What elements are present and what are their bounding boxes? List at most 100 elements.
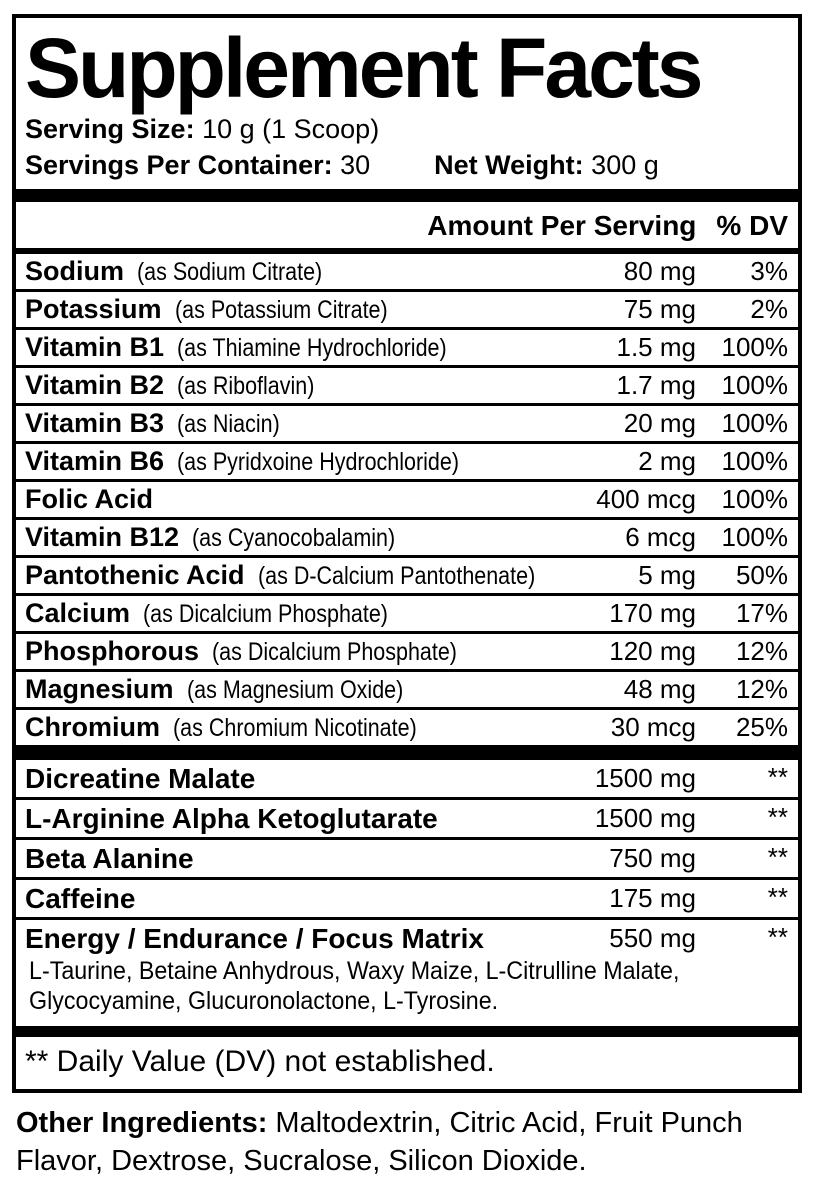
servings-per-container-label: Servings Per Container:	[25, 149, 333, 180]
nutrient-row: Chromium (as Chromium Nicotinate) 30 mcg…	[16, 710, 798, 745]
nutrient-amount: 400 mcg	[596, 484, 696, 515]
table-row: Phosphorous (as Dicalcium Phosphate) 120…	[16, 634, 798, 673]
column-header-dv: % DV	[716, 210, 788, 242]
net-weight: Net Weight: 300 g	[434, 149, 659, 181]
nutrient-row: Vitamin B2 (as Riboflavin) 1.7 mg 100%	[16, 368, 798, 403]
nutrient-dv: 12%	[735, 674, 788, 705]
nutrient-row-left: Vitamin B12 (as Cyanocobalamin)	[25, 522, 625, 553]
table-row: Vitamin B2 (as Riboflavin) 1.7 mg 100%	[16, 368, 798, 407]
column-header-amount: Amount Per Serving	[427, 210, 697, 242]
blend-name: Energy / Endurance / Focus Matrix	[25, 922, 485, 954]
nutrient-detail: (as Cyanocobalamin)	[192, 524, 396, 553]
blend-dv: **	[767, 842, 788, 873]
blend-row: Energy / Endurance / Focus Matrix 550 mg…	[16, 920, 798, 957]
nutrient-row: Folic Acid 400 mcg 100%	[16, 482, 798, 517]
serving-info: Serving Size: 10 g (1 Scoop) Servings Pe…	[16, 111, 798, 189]
nutrient-name: Phosphorous	[25, 636, 199, 667]
nutrient-dv: 100%	[721, 484, 789, 515]
nutrient-detail: (as Dicalcium Phosphate)	[143, 600, 389, 629]
nutrient-row-left: Folic Acid	[25, 484, 596, 515]
table-row: Magnesium (as Magnesium Oxide) 48 mg 12%	[16, 672, 798, 711]
nutrient-name: Vitamin B1	[25, 332, 165, 363]
servings-net-weight-line: Servings Per Container: 30 Net Weight: 3…	[25, 149, 788, 181]
servings-per-container: Servings Per Container: 30	[25, 149, 370, 181]
divider-bar-middle	[16, 745, 798, 761]
nutrient-row-left: Sodium (as Sodium Citrate)	[25, 256, 624, 287]
nutrient-amount: 6 mcg	[625, 522, 696, 553]
nutrient-name: Potassium	[25, 294, 162, 325]
nutrient-row: Magnesium (as Magnesium Oxide) 48 mg 12%	[16, 672, 798, 707]
blend-sub-ingredients: L-Taurine, Betaine Anhydrous, Waxy Maize…	[29, 957, 680, 1015]
blend-name: Beta Alanine	[25, 842, 194, 874]
table-row: Vitamin B6 (as Pyridxoine Hydrochloride)…	[16, 444, 798, 483]
blend-amount: 175 mg	[609, 883, 696, 914]
nutrient-row: Sodium (as Sodium Citrate) 80 mg 3%	[16, 254, 798, 289]
nutrient-name: Magnesium	[25, 674, 174, 705]
daily-value-footnote: ** Daily Value (DV) not established.	[25, 1045, 495, 1079]
nutrient-dv: 17%	[735, 598, 788, 629]
table-row: Calcium (as Dicalcium Phosphate) 170 mg …	[16, 596, 798, 635]
table-row: Dicreatine Malate 1500 mg **	[16, 760, 798, 801]
header-rule	[16, 248, 798, 255]
nutrient-row: Vitamin B1 (as Thiamine Hydrochloride) 1…	[16, 330, 798, 365]
nutrient-dv: 100%	[721, 332, 789, 363]
table-row: Caffeine 175 mg **	[16, 880, 798, 921]
nutrient-name: Vitamin B12	[25, 522, 180, 553]
blend-row-left: Caffeine	[25, 883, 609, 915]
nutrient-amount: 75 mg	[623, 294, 696, 325]
nutrient-amount: 5 mg	[638, 560, 696, 591]
serving-size-value: 10 g (1 Scoop)	[202, 114, 380, 145]
nutrient-name: Calcium	[25, 598, 131, 629]
nutrient-dv: 100%	[721, 370, 789, 401]
blend-row: Caffeine 175 mg **	[16, 880, 798, 917]
nutrient-row-left: Calcium (as Dicalcium Phosphate)	[25, 598, 609, 629]
serving-size-line: Serving Size: 10 g (1 Scoop)	[25, 113, 788, 145]
blend-amount: 1500 mg	[594, 803, 696, 834]
nutrient-row: Vitamin B6 (as Pyridxoine Hydrochloride)…	[16, 444, 798, 479]
nutrient-detail: (as Pyridxoine Hydrochloride)	[177, 448, 460, 477]
blend-amount: 750 mg	[609, 843, 696, 874]
nutrient-detail: (as Potassium Citrate)	[174, 296, 388, 325]
blend-amount: 550 mg	[609, 923, 696, 954]
nutrient-row: Vitamin B3 (as Niacin) 20 mg 100%	[16, 406, 798, 441]
nutrient-row-left: Potassium (as Potassium Citrate)	[25, 294, 624, 325]
nutrient-row: Potassium (as Potassium Citrate) 75 mg 2…	[16, 292, 798, 327]
nutrient-row-left: Vitamin B6 (as Pyridxoine Hydrochloride)	[25, 446, 638, 477]
blend-row: L-Arginine Alpha Ketoglutarate 1500 mg *…	[16, 800, 798, 837]
table-row: Potassium (as Potassium Citrate) 75 mg 2…	[16, 292, 798, 331]
nutrient-amount: 48 mg	[623, 674, 696, 705]
nutrient-detail: (as D-Calcium Pantothenate)	[257, 562, 536, 591]
column-header: Amount Per Serving % DV	[16, 202, 798, 248]
blend-name: Caffeine	[25, 882, 136, 914]
divider-bar-bottom	[16, 1026, 798, 1038]
blend-row-left: Beta Alanine	[25, 843, 609, 875]
net-weight-label: Net Weight:	[434, 149, 584, 180]
nutrient-detail: (as Dicalcium Phosphate)	[212, 638, 458, 667]
nutrient-dv: 12%	[735, 636, 788, 667]
blend-name: Dicreatine Malate	[25, 762, 256, 794]
nutrient-name: Vitamin B3	[25, 408, 165, 439]
nutrient-amount: 2 mg	[638, 446, 696, 477]
nutrient-amount: 170 mg	[609, 598, 696, 629]
nutrient-detail: (as Magnesium Oxide)	[186, 676, 404, 705]
nutrient-amount: 30 mcg	[610, 712, 696, 743]
nutrient-row-left: Vitamin B2 (as Riboflavin)	[25, 370, 617, 401]
table-row: Vitamin B1 (as Thiamine Hydrochloride) 1…	[16, 330, 798, 369]
nutrient-row-left: Vitamin B3 (as Niacin)	[25, 408, 624, 439]
nutrient-amount: 20 mg	[623, 408, 696, 439]
panel-title: Supplement Facts	[25, 21, 703, 115]
table-row: Vitamin B3 (as Niacin) 20 mg 100%	[16, 406, 798, 445]
nutrient-row-left: Pantothenic Acid (as D-Calcium Pantothen…	[25, 560, 638, 591]
blend-row: Beta Alanine 750 mg **	[16, 840, 798, 877]
blend-dv: **	[767, 922, 788, 953]
blend-row-left: L-Arginine Alpha Ketoglutarate	[25, 803, 595, 835]
table-row: Sodium (as Sodium Citrate) 80 mg 3%	[16, 254, 798, 293]
nutrient-row-left: Chromium (as Chromium Nicotinate)	[25, 712, 611, 743]
nutrient-name: Vitamin B2	[25, 370, 165, 401]
nutrient-amount: 1.5 mg	[616, 332, 697, 363]
supplement-facts-panel: Supplement Facts Serving Size: 10 g (1 S…	[12, 14, 802, 1094]
nutrient-detail: (as Thiamine Hydrochloride)	[177, 334, 447, 363]
blend-dv: **	[767, 802, 788, 833]
table-row: Pantothenic Acid (as D-Calcium Pantothen…	[16, 558, 798, 597]
nutrient-dv: 3%	[750, 256, 788, 287]
